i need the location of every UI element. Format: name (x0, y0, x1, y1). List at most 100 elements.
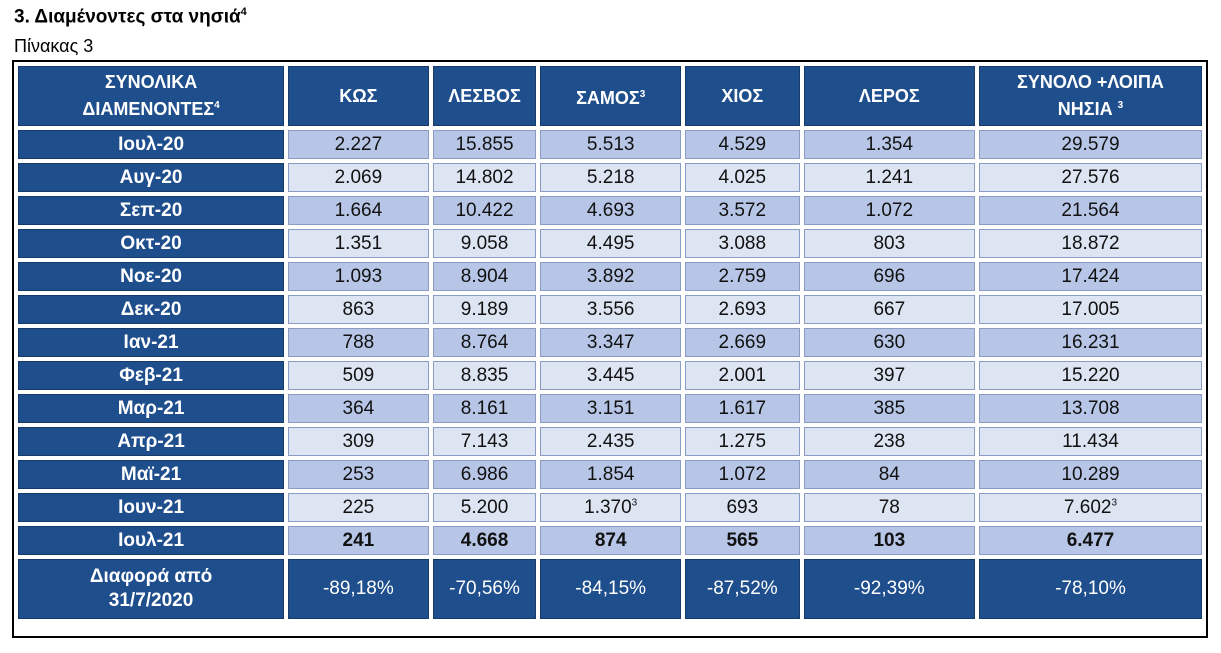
table-row: Αυγ-20 2.069 14.802 5.218 4.025 1.241 27.576 (18, 163, 1202, 192)
cell-leros: 667 (803, 295, 975, 324)
header-kos: ΚΩΣ (288, 66, 429, 126)
cell-value: 4.529 (718, 133, 767, 155)
footnote-ref: 4 (214, 100, 220, 111)
cell-kos: 1.664 (288, 196, 429, 225)
cell-value: 630 (873, 331, 906, 353)
cell-kos: 509 (288, 361, 429, 390)
cell-value: 7.143 (460, 430, 509, 452)
difference-label: Διαφορά από 31/7/2020 (18, 559, 285, 619)
cell-samos: 4.495 (540, 229, 681, 258)
cell-value: 29.579 (1061, 133, 1120, 155)
cell-leros: 1.241 (803, 163, 975, 192)
difference-leros: -92,39% (803, 559, 975, 619)
cell-leros: 1.072 (803, 196, 975, 225)
cell-value: 3.445 (586, 364, 635, 386)
cell-chios: 3.572 (684, 196, 800, 225)
header-total-residents: ΣΥΝΟΛΙΚΑ ΔΙΑΜΕΝΟΝΤΕΣ4 (18, 66, 285, 126)
header-line: ΣΥΝΟΛΙΚΑ (104, 72, 198, 92)
cell-value: 6.986 (460, 463, 509, 485)
cell-value: 565 (726, 529, 759, 551)
table-row: Ιουλ-21 241 4.668 874 565 103 6.477 (18, 526, 1202, 555)
cell-kos: 253 (288, 460, 429, 489)
cell-value: 3.556 (586, 298, 635, 320)
cell-leros: 803 (803, 229, 975, 258)
cell-chios: 2.759 (684, 262, 800, 291)
cell-value: 1.072 (718, 463, 767, 485)
cell-chios: 2.669 (684, 328, 800, 357)
difference-kos: -89,18% (288, 559, 429, 619)
cell-value: 10.289 (1061, 463, 1120, 485)
cell-value: 7.602 (1063, 496, 1112, 518)
cell-value: 3.572 (718, 199, 767, 221)
cell-samos: 5.513 (540, 130, 681, 159)
table-row: Φεβ-21 509 8.835 3.445 2.001 397 15.220 (18, 361, 1202, 390)
cell-total: 7.6023 (978, 493, 1202, 522)
cell-leros: 238 (803, 427, 975, 456)
header-total-other-islands: ΣΥΝΟΛΟ +ΛΟΙΠΑ ΝΗΣΙΑ 3 (978, 66, 1202, 126)
cell-value: 4.025 (718, 166, 767, 188)
row-month: Σεπ-20 (18, 196, 285, 225)
cell-total: 11.434 (978, 427, 1202, 456)
cell-value: 863 (342, 298, 375, 320)
cell-chios: 2.693 (684, 295, 800, 324)
cell-value: 509 (342, 364, 375, 386)
cell-value: 364 (342, 397, 375, 419)
cell-value: 1.275 (718, 430, 767, 452)
cell-value: 4.668 (460, 529, 509, 551)
difference-total: -78,10% (978, 559, 1202, 619)
cell-chios: 1.617 (684, 394, 800, 423)
cell-lesvos: 9.189 (432, 295, 537, 324)
header-lesvos: ΛΕΣΒΟΣ (432, 66, 537, 126)
header-chios: ΧΙΟΣ (684, 66, 800, 126)
cell-chios: 1.072 (684, 460, 800, 489)
table-caption: Πίνακας 3 (14, 36, 94, 56)
cell-value: 788 (342, 331, 375, 353)
cell-kos: 241 (288, 526, 429, 555)
cell-value: 1.370 (584, 496, 632, 518)
cell-chios: 2.001 (684, 361, 800, 390)
cell-value: 1.241 (865, 166, 914, 188)
cell-value: 253 (342, 463, 375, 485)
row-month: Ιαν-21 (18, 328, 285, 357)
cell-total: 21.564 (978, 196, 1202, 225)
cell-chios: 4.025 (684, 163, 800, 192)
table-header-row: ΣΥΝΟΛΙΚΑ ΔΙΑΜΕΝΟΝΤΕΣ4 ΚΩΣ ΛΕΣΒΟΣ ΣΑΜΟΣ3 Χ… (18, 66, 1202, 126)
section-heading-text: 3. Διαμένοντες στα νησιά (14, 6, 241, 28)
cell-value: 225 (342, 496, 375, 518)
table-row: Νοε-20 1.093 8.904 3.892 2.759 696 17.424 (18, 262, 1202, 291)
cell-value: 309 (342, 430, 375, 452)
cell-samos: 874 (540, 526, 681, 555)
cell-lesvos: 10.422 (432, 196, 537, 225)
cell-total: 17.424 (978, 262, 1202, 291)
cell-samos: 5.218 (540, 163, 681, 192)
cell-leros: 78 (803, 493, 975, 522)
cell-leros: 1.354 (803, 130, 975, 159)
cell-samos: 4.693 (540, 196, 681, 225)
cell-kos: 1.351 (288, 229, 429, 258)
cell-kos: 1.093 (288, 262, 429, 291)
table-row: Απρ-21 309 7.143 2.435 1.275 238 11.434 (18, 427, 1202, 456)
cell-value: 3.151 (586, 397, 635, 419)
cell-kos: 2.069 (288, 163, 429, 192)
cell-lesvos: 4.668 (432, 526, 537, 555)
row-month: Ιουλ-21 (18, 526, 285, 555)
cell-total: 16.231 (978, 328, 1202, 357)
cell-value: 13.708 (1061, 397, 1120, 419)
row-month: Ιουν-21 (18, 493, 285, 522)
cell-value: 15.855 (455, 133, 514, 155)
cell-total: 6.477 (978, 526, 1202, 555)
cell-value: 238 (873, 430, 906, 452)
cell-value: 874 (594, 529, 627, 551)
residents-table: ΣΥΝΟΛΙΚΑ ΔΙΑΜΕΝΟΝΤΕΣ4 ΚΩΣ ΛΕΣΒΟΣ ΣΑΜΟΣ3 Χ… (14, 62, 1206, 623)
cell-value: 5.200 (460, 496, 509, 518)
cell-lesvos: 5.200 (432, 493, 537, 522)
cell-samos: 3.151 (540, 394, 681, 423)
row-month: Φεβ-21 (18, 361, 285, 390)
cell-value: 2.693 (718, 298, 767, 320)
cell-value: 241 (342, 529, 375, 551)
cell-value: 2.001 (718, 364, 767, 386)
cell-value: 11.434 (1062, 430, 1119, 452)
cell-chios: 4.529 (684, 130, 800, 159)
cell-value: 16.231 (1061, 331, 1120, 353)
cell-value: 8.161 (460, 397, 509, 419)
